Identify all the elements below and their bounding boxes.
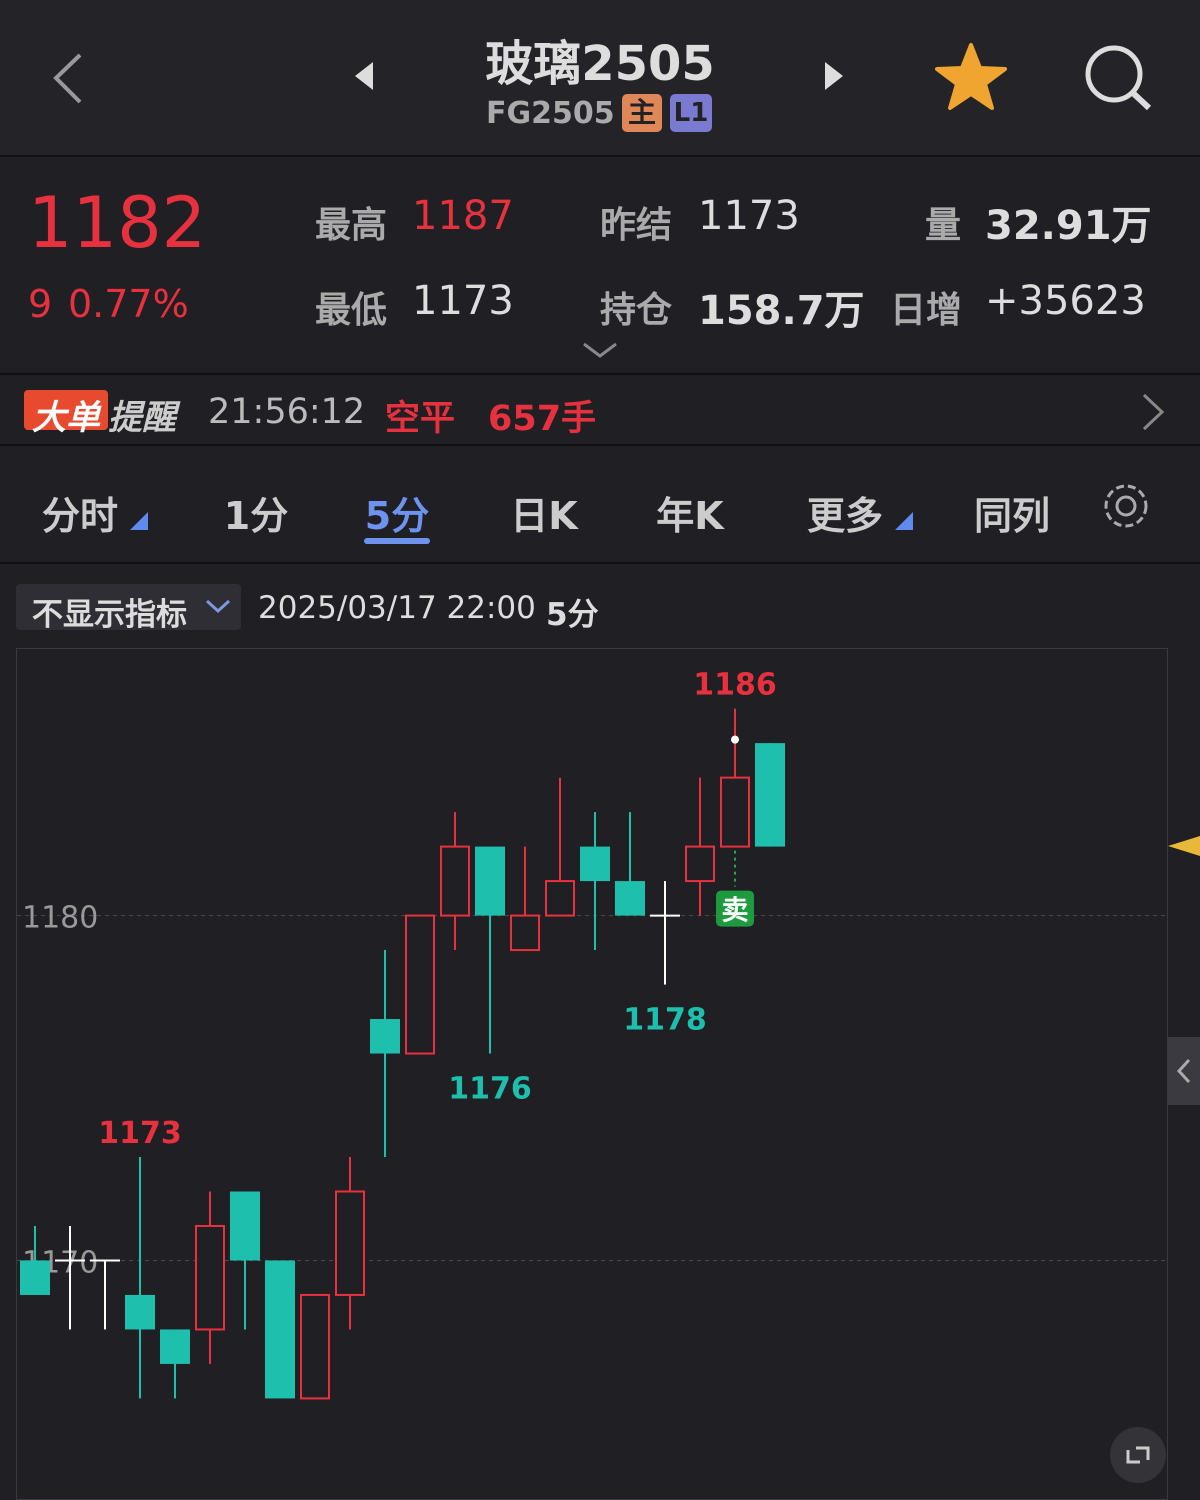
candle-body: [195, 1224, 225, 1331]
fullscreen-icon: [1126, 1446, 1150, 1464]
settings[interactable]: [1100, 480, 1152, 532]
candle-body: [615, 881, 645, 916]
field-label: 昨结: [600, 205, 673, 246]
signal-text: 卖: [722, 896, 749, 927]
indicator[interactable]: 不显示指标: [32, 597, 187, 633]
alert-tag: 提醒: [108, 398, 176, 438]
tab[interactable]: 更多: [806, 494, 884, 538]
field-label: 持仓: [600, 290, 673, 331]
extreme-label: 1186: [693, 668, 777, 703]
extreme-label: 1173: [98, 1116, 182, 1151]
indicator-select[interactable]: [16, 584, 241, 630]
candle-body: [20, 1260, 50, 1295]
y-tick-label: 1180: [22, 901, 98, 936]
candle-body: [440, 845, 470, 917]
candle-body: [685, 845, 715, 883]
back[interactable]: [50, 50, 90, 110]
tab[interactable]: 年K: [656, 494, 724, 538]
fullscreen[interactable]: [1110, 1427, 1166, 1483]
field-value: 1187: [412, 193, 514, 239]
candle-body: [475, 846, 505, 916]
candle-body: [265, 1260, 295, 1399]
badge: 主: [622, 94, 662, 132]
price-pointer: [1168, 836, 1200, 856]
candle-body: [545, 880, 575, 917]
tab[interactable]: 分时: [41, 494, 119, 538]
field-label: 日增: [890, 290, 963, 331]
side-panel[interactable]: [1168, 1037, 1200, 1105]
change-pct: 0.77%: [68, 282, 189, 326]
alert-volume: 657手: [488, 399, 597, 439]
prev[interactable]: [355, 62, 375, 90]
next[interactable]: [825, 62, 845, 90]
alert-action: 空平: [385, 399, 456, 439]
period: 5分: [546, 597, 599, 633]
alert-more[interactable]: [1140, 392, 1166, 432]
signal-badge: [716, 890, 754, 927]
code: FG2505: [486, 96, 615, 131]
field-value: 158.7万: [698, 288, 865, 334]
tab[interactable]: 5分: [364, 494, 430, 538]
field-value: +35623: [985, 278, 1146, 324]
tab-underline: [364, 538, 430, 544]
candle-body: [300, 1293, 330, 1400]
tab[interactable]: 同列: [973, 494, 1051, 538]
dropdown: [205, 599, 231, 614]
signal-dot: [731, 735, 739, 744]
change: 9: [28, 282, 53, 326]
extreme-label: 1176: [448, 1072, 532, 1107]
candle-body: [405, 914, 435, 1055]
tab[interactable]: 1分: [223, 494, 289, 538]
field-label: 量: [925, 205, 962, 246]
candle-body: [580, 846, 610, 882]
header: [0, 0, 1200, 157]
tab-dropdown: [130, 512, 148, 530]
candle-body: [510, 914, 540, 952]
datetime: 2025/03/17 22:00: [258, 590, 536, 626]
extreme-label: 1178: [623, 1003, 707, 1038]
field-value: 32.91万: [985, 203, 1152, 249]
field-label: 最低: [315, 290, 388, 331]
favorite[interactable]: [935, 42, 1007, 112]
field-label: 最高: [315, 205, 388, 246]
tab[interactable]: 日K: [510, 494, 578, 538]
field-value: 1173: [412, 278, 514, 324]
candle-body: [370, 1019, 400, 1054]
side-arrow: [1176, 1058, 1191, 1084]
field-value: 1173: [698, 193, 800, 239]
alert-time: 21:56:12: [208, 392, 366, 432]
candle-body: [160, 1329, 190, 1364]
search[interactable]: [1082, 42, 1154, 114]
title: 玻璃2505: [485, 36, 715, 92]
badge: L1: [670, 94, 712, 132]
candle-body: [720, 776, 750, 848]
price: 1182: [28, 182, 207, 264]
candle-body: [125, 1294, 155, 1330]
candle-body: [230, 1191, 260, 1261]
tab-dropdown: [895, 512, 913, 530]
candle-body: [755, 743, 785, 847]
expand[interactable]: [582, 340, 618, 360]
candle-body: [335, 1190, 365, 1296]
